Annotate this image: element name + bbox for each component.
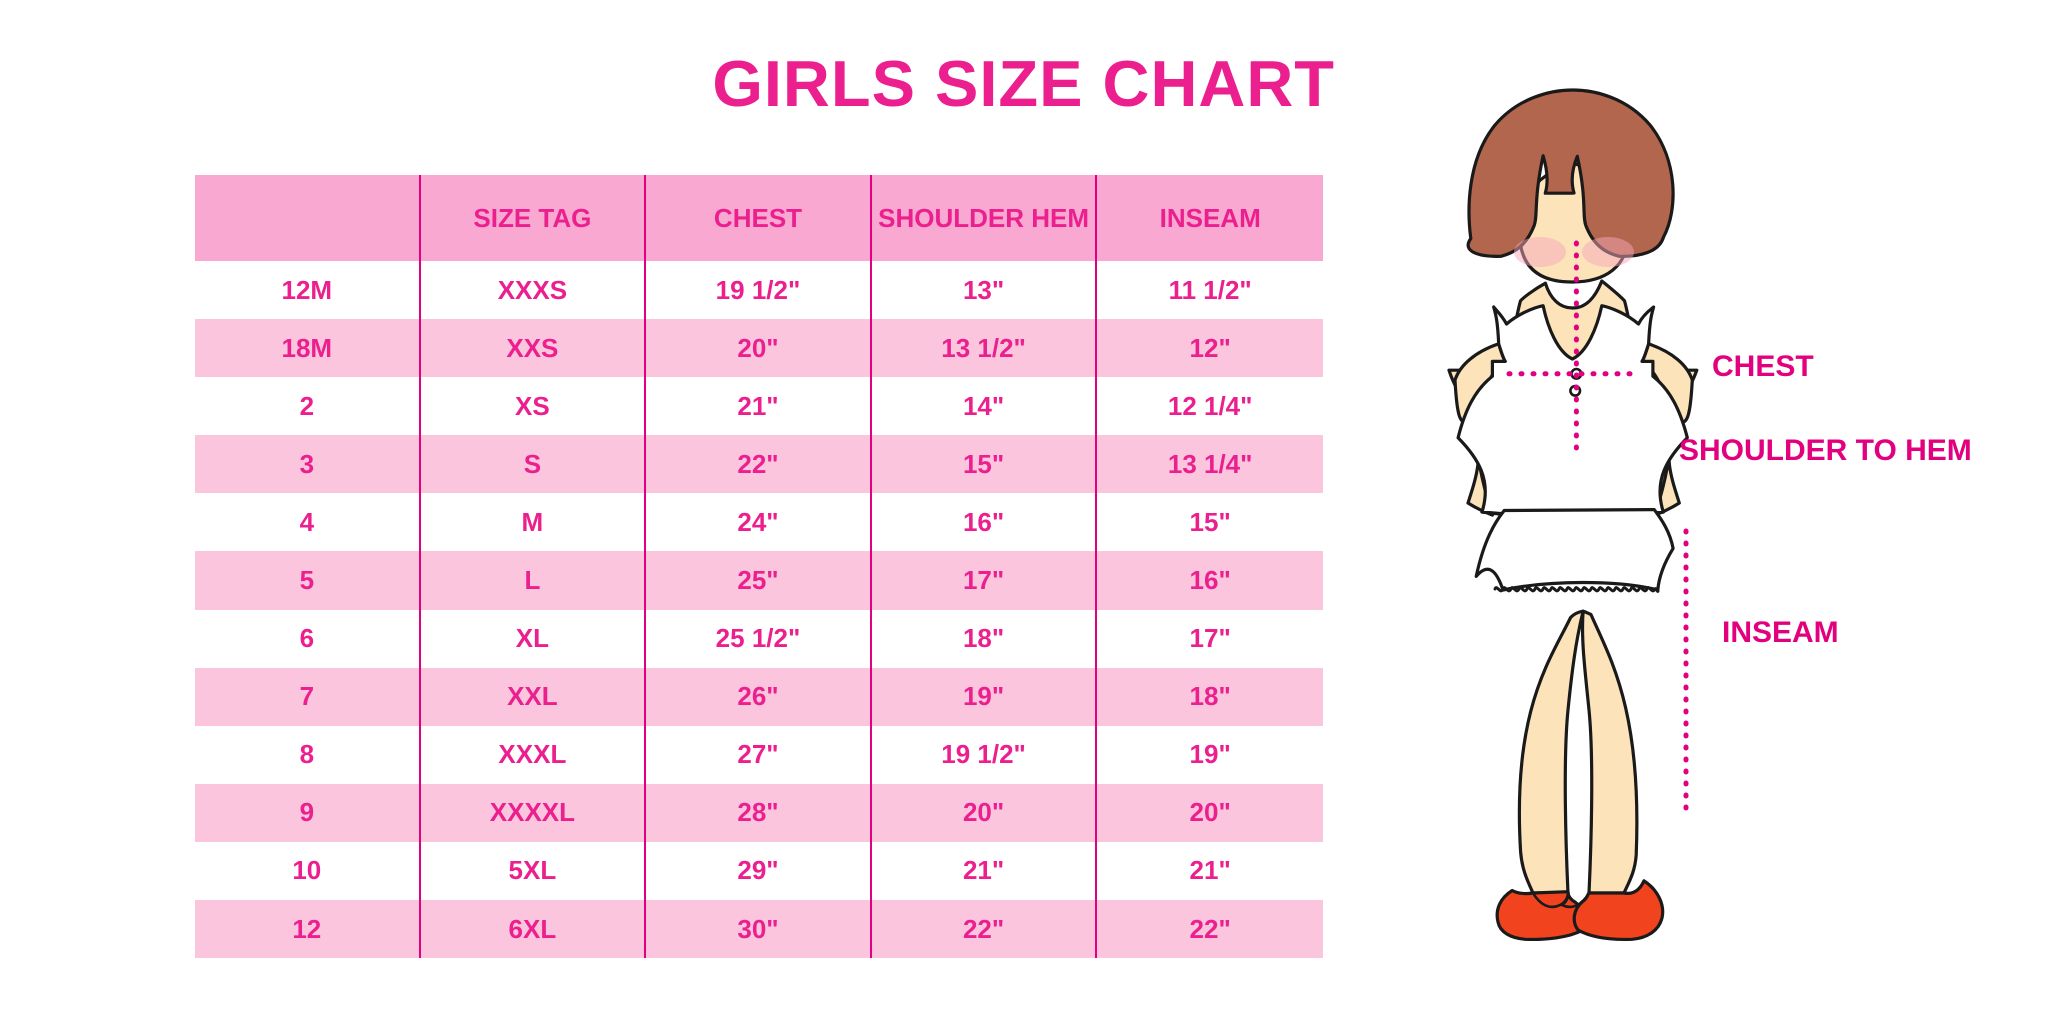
svg-text:SHOULDER TO HEM: SHOULDER TO HEM xyxy=(1679,434,1972,467)
svg-text:INSEAM: INSEAM xyxy=(1722,616,1839,649)
svg-text:CHEST: CHEST xyxy=(1712,350,1814,383)
